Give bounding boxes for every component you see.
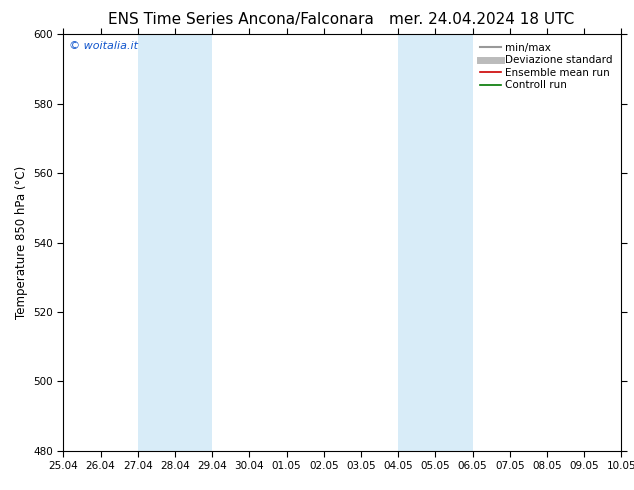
Bar	[398, 34, 472, 451]
Text: mer. 24.04.2024 18 UTC: mer. 24.04.2024 18 UTC	[389, 12, 574, 27]
Bar	[138, 34, 212, 451]
Legend: min/max, Deviazione standard, Ensemble mean run, Controll run: min/max, Deviazione standard, Ensemble m…	[477, 40, 616, 94]
Text: ENS Time Series Ancona/Falconara: ENS Time Series Ancona/Falconara	[108, 12, 374, 27]
Text: © woitalia.it: © woitalia.it	[69, 41, 138, 50]
Y-axis label: Temperature 850 hPa (°C): Temperature 850 hPa (°C)	[15, 166, 28, 319]
